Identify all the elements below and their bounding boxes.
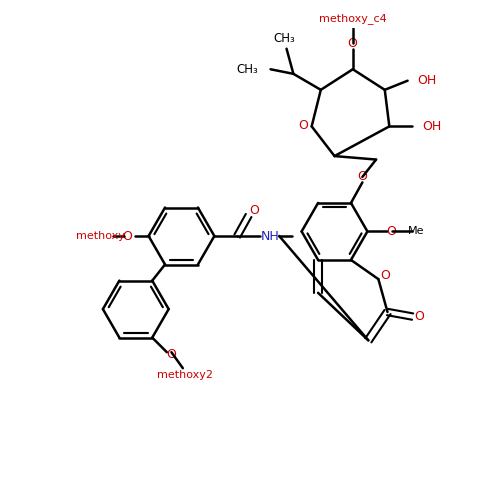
Text: O: O <box>122 230 132 242</box>
Text: NH: NH <box>260 230 280 242</box>
Text: CH₃: CH₃ <box>274 32 295 45</box>
Text: CH₃: CH₃ <box>236 63 258 76</box>
Text: OH: OH <box>418 74 437 87</box>
Text: O: O <box>347 36 357 50</box>
Text: methoxy_c4: methoxy_c4 <box>319 14 386 24</box>
Text: O: O <box>166 348 176 361</box>
Text: OH: OH <box>422 120 442 133</box>
Text: O: O <box>249 204 259 218</box>
Text: O: O <box>414 310 424 323</box>
Text: O: O <box>358 170 368 183</box>
Text: O: O <box>298 118 308 132</box>
Text: O: O <box>386 225 396 238</box>
Text: Me: Me <box>408 226 424 236</box>
Text: methoxy2: methoxy2 <box>157 370 213 380</box>
Text: methoxy: methoxy <box>76 231 125 241</box>
Text: O: O <box>380 269 390 282</box>
